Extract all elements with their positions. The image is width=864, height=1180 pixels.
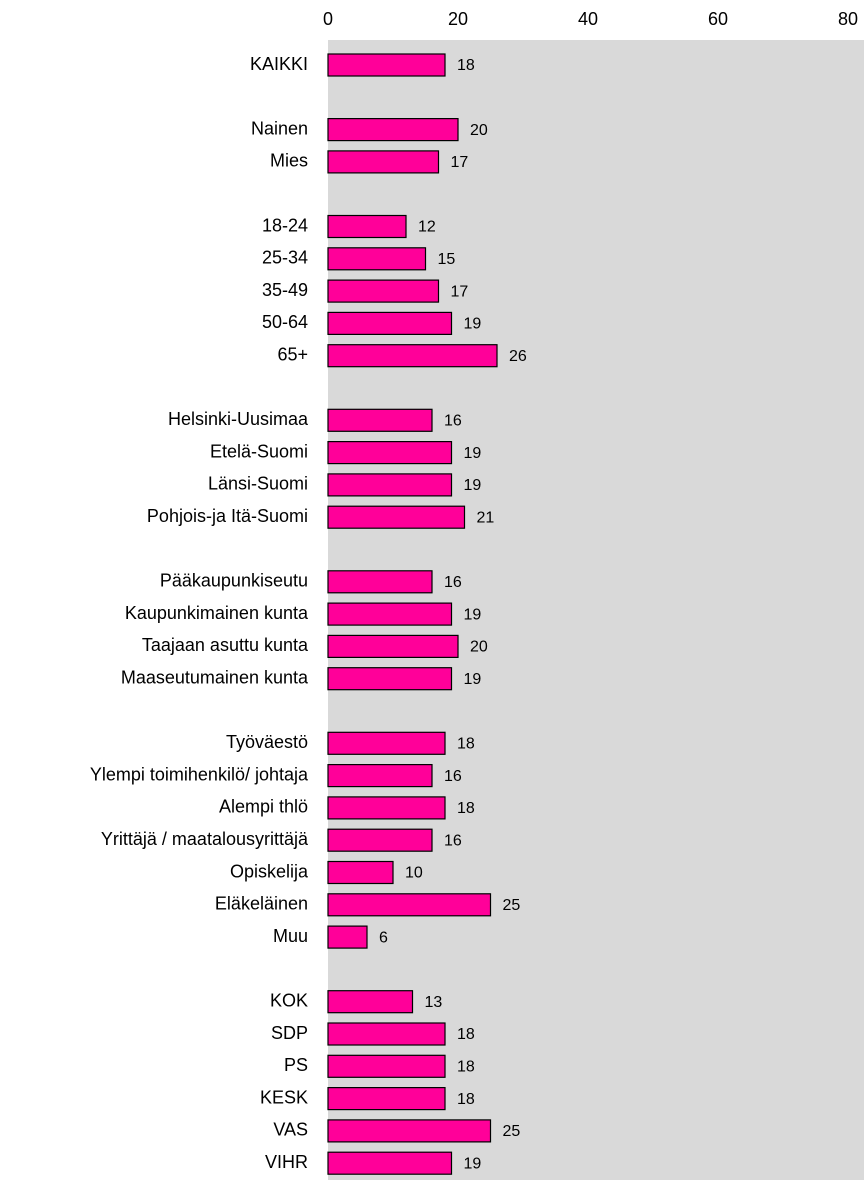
data-label: 16 (444, 413, 462, 430)
bar (327, 53, 446, 77)
bar (327, 667, 453, 691)
y-tick-label: Nainen (251, 118, 308, 138)
bar (327, 796, 446, 820)
data-label: 6 (379, 929, 388, 946)
data-label: 16 (444, 574, 462, 591)
bar (327, 408, 433, 432)
data-label: 12 (418, 219, 436, 236)
bar (327, 731, 446, 755)
data-label: 19 (464, 445, 482, 462)
data-label: 25 (503, 1123, 521, 1140)
data-label: 18 (457, 1059, 475, 1076)
data-label: 19 (464, 671, 482, 688)
bar (327, 311, 453, 335)
x-tick-label: 80 (838, 9, 858, 29)
data-label: 16 (444, 768, 462, 785)
y-tick-label: Opiskelija (230, 861, 309, 881)
bar (327, 860, 394, 885)
y-tick-label: Maaseutumainen kunta (121, 667, 309, 687)
data-label: 10 (405, 865, 423, 882)
bar (327, 1054, 446, 1078)
bar (327, 279, 440, 303)
y-tick-label: KAIKKI (250, 54, 308, 74)
bar (327, 150, 440, 174)
y-tick-label: Työväestö (226, 732, 308, 752)
y-tick-label: 18-24 (262, 215, 308, 235)
y-tick-label: 50-64 (262, 312, 308, 332)
y-tick-label: Länsi-Suomi (208, 474, 308, 494)
bar (327, 1119, 492, 1143)
bar (327, 1151, 453, 1175)
data-label: 18 (457, 1026, 475, 1043)
data-label: 19 (464, 477, 482, 494)
bar (327, 763, 433, 788)
y-tick-label: Etelä-Suomi (210, 441, 308, 461)
data-label: 26 (509, 348, 527, 365)
y-tick-label: 35-49 (262, 280, 308, 300)
y-tick-label: Ylempi toimihenkilö/ johtaja (90, 764, 309, 784)
data-label: 19 (464, 316, 482, 333)
bar (327, 505, 466, 529)
data-label: 20 (470, 122, 488, 139)
bar (327, 925, 368, 949)
bar (327, 214, 407, 239)
y-tick-label: Helsinki-Uusimaa (168, 409, 309, 429)
data-label: 16 (444, 832, 462, 849)
data-label: 20 (470, 639, 488, 656)
bar (327, 1022, 446, 1046)
bar (327, 893, 492, 917)
bar (327, 990, 414, 1014)
data-label: 25 (503, 897, 521, 914)
bar (327, 344, 498, 368)
y-tick-label: VAS (273, 1120, 308, 1140)
data-label: 15 (438, 251, 456, 268)
data-label: 18 (457, 1091, 475, 1108)
y-tick-label: 65+ (277, 344, 308, 364)
bar (327, 602, 453, 626)
data-label: 18 (457, 57, 475, 74)
y-tick-label: Yrittäjä / maatalousyrittäjä (101, 829, 309, 849)
y-tick-label: Mies (270, 151, 308, 171)
x-tick-label: 60 (708, 9, 728, 29)
data-label: 19 (464, 606, 482, 623)
y-tick-label: Pääkaupunkiseutu (160, 571, 308, 591)
y-tick-label: Taajaan asuttu kunta (142, 635, 309, 655)
y-tick-label: Muu (273, 926, 308, 946)
data-label: 17 (451, 283, 469, 300)
bar (327, 634, 459, 659)
y-tick-label: KOK (270, 990, 308, 1010)
data-label: 19 (464, 1155, 482, 1172)
y-tick-label: Alempi thlö (219, 797, 308, 817)
y-tick-label: 25-34 (262, 248, 308, 268)
x-tick-label: 20 (448, 9, 468, 29)
y-tick-label: PS (284, 1055, 308, 1075)
x-tick-label: 0 (323, 9, 333, 29)
bar (327, 441, 453, 465)
y-tick-label: SDP (271, 1023, 308, 1043)
bar (327, 1086, 446, 1111)
data-label: 18 (457, 800, 475, 817)
data-label: 13 (425, 994, 443, 1011)
x-tick-label: 40 (578, 9, 598, 29)
data-label: 18 (457, 736, 475, 753)
y-tick-label: VIHR (265, 1152, 308, 1172)
bar (327, 570, 433, 594)
bar (327, 117, 459, 142)
bar (327, 828, 433, 852)
bar (327, 247, 427, 271)
y-tick-label: KESK (260, 1087, 308, 1107)
bar (327, 473, 453, 497)
y-tick-label: Pohjois-ja Itä-Suomi (147, 506, 308, 526)
y-tick-label: Eläkeläinen (215, 894, 308, 914)
data-label: 21 (477, 509, 495, 526)
y-tick-label: Kaupunkimainen kunta (125, 603, 309, 623)
data-label: 17 (451, 154, 469, 171)
